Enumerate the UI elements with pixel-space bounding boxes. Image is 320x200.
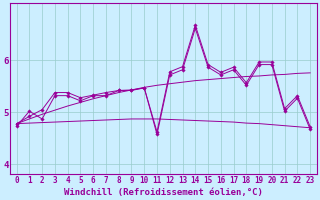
X-axis label: Windchill (Refroidissement éolien,°C): Windchill (Refroidissement éolien,°C) bbox=[64, 188, 263, 197]
